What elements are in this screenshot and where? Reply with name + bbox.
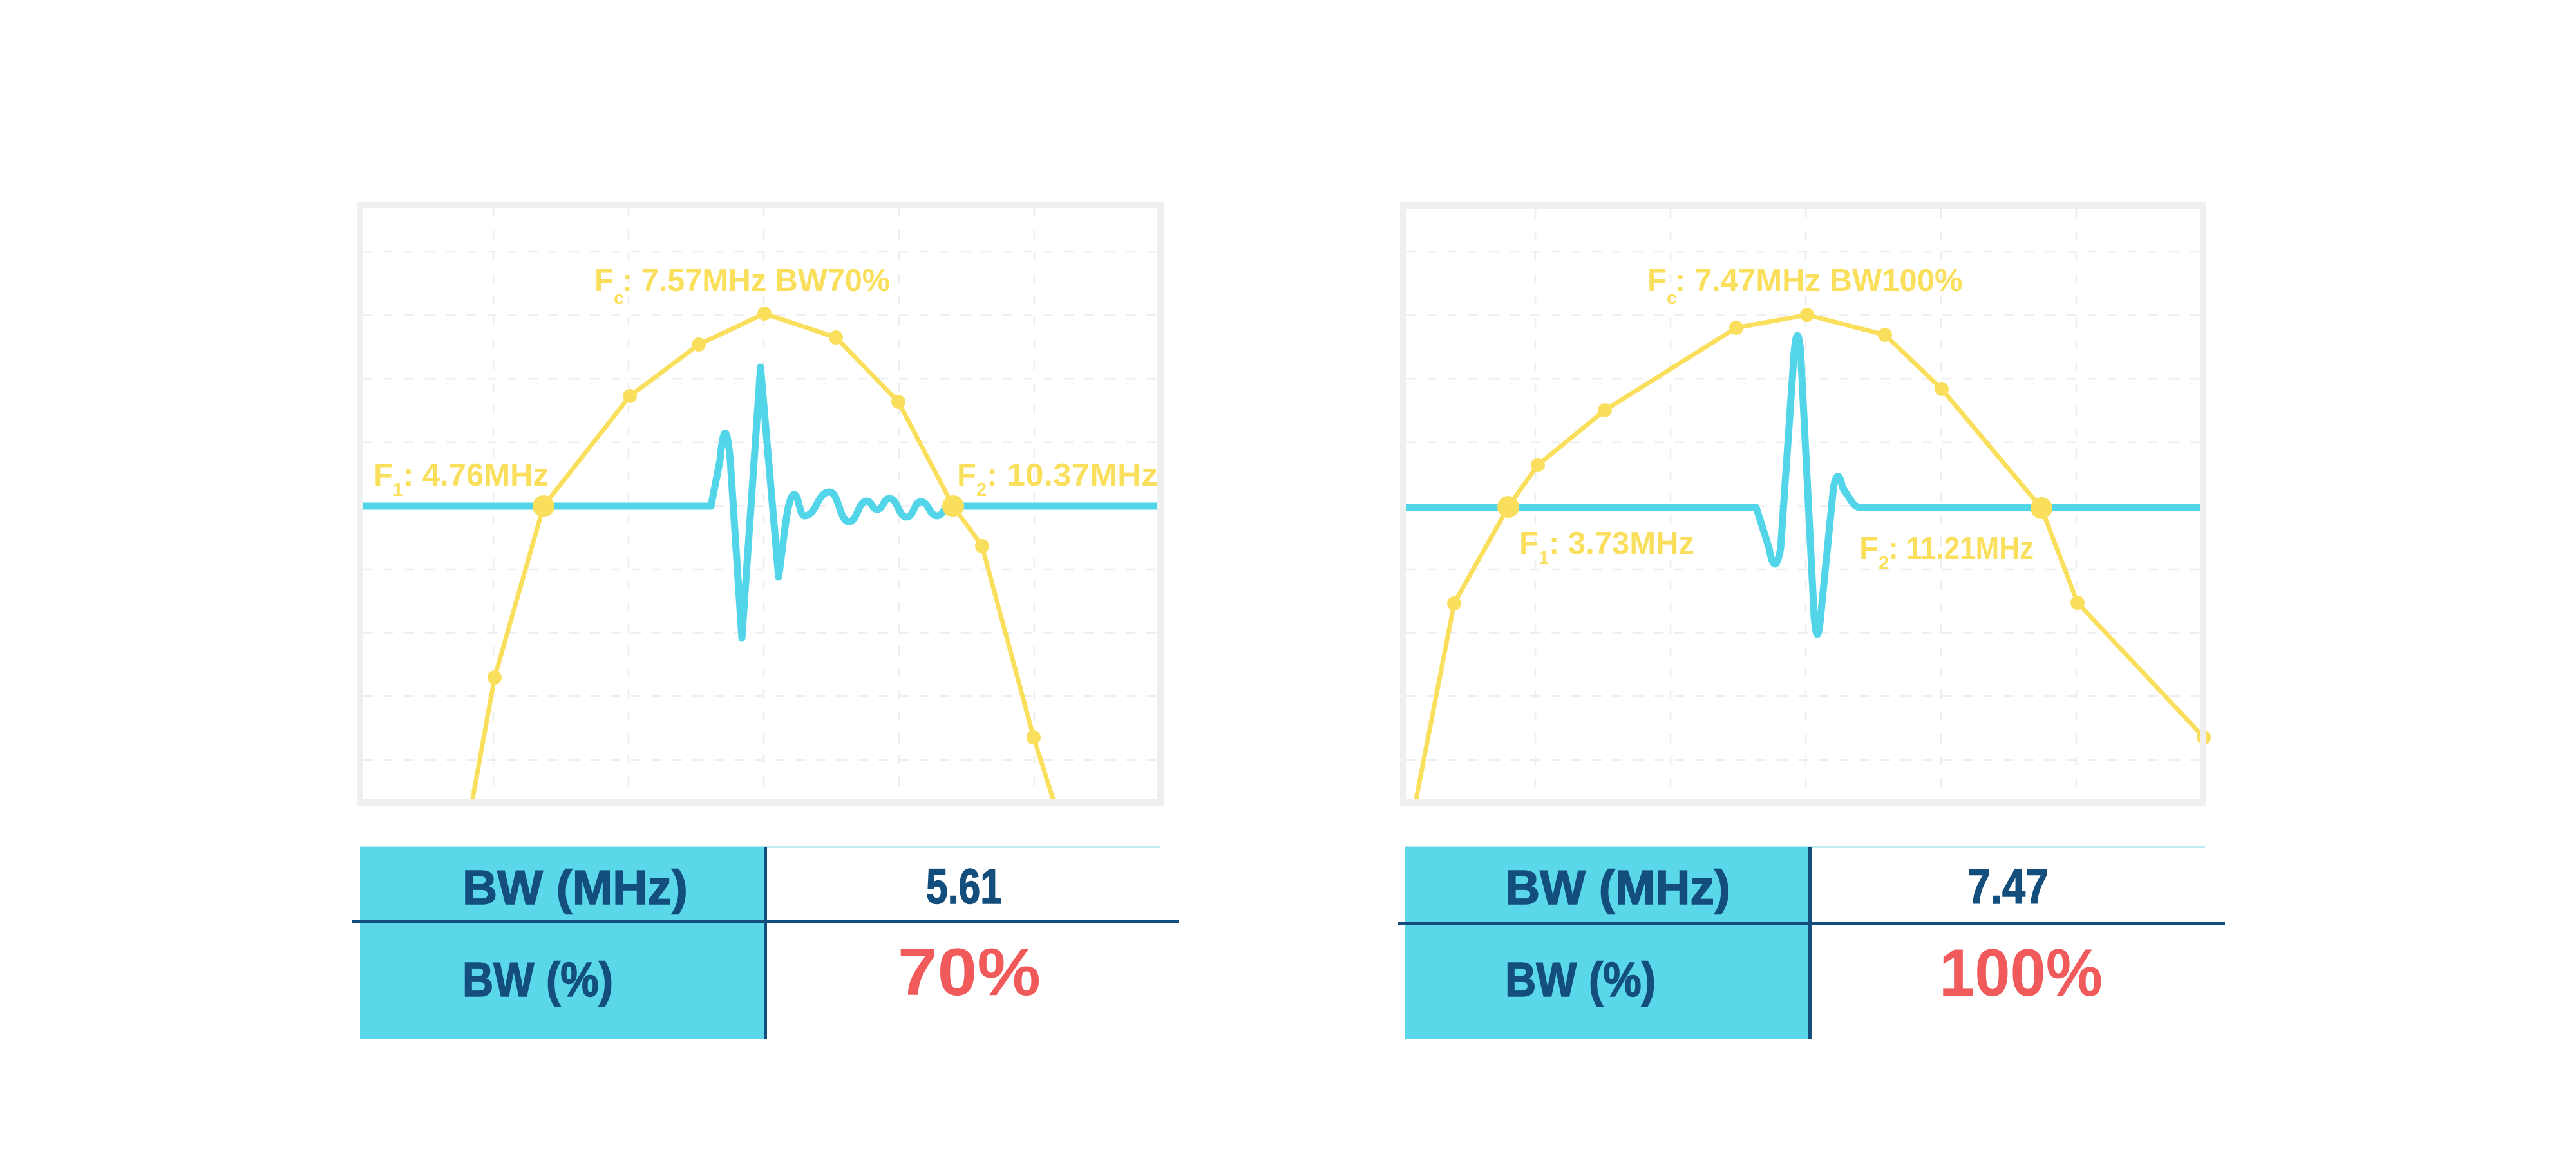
svg-text:BW (MHz): BW (MHz) <box>1505 860 1730 914</box>
svg-text:100%: 100% <box>1939 936 2103 1010</box>
svg-text:: 7.57MHz BW70%: : 7.57MHz BW70% <box>622 263 890 298</box>
svg-text:F: F <box>374 458 393 493</box>
svg-text:c: c <box>1667 288 1677 308</box>
svg-text:F: F <box>957 458 976 493</box>
svg-text:F: F <box>594 263 614 298</box>
svg-text:: 10.37MHz: : 10.37MHz <box>987 458 1158 493</box>
svg-text:F: F <box>1519 526 1539 561</box>
svg-text:: 7.47MHz BW100%: : 7.47MHz BW100% <box>1675 263 1963 298</box>
svg-text:: 4.76MHz: : 4.76MHz <box>403 458 549 493</box>
svg-text:1: 1 <box>1539 548 1549 569</box>
svg-text:c: c <box>614 288 624 308</box>
svg-text:F: F <box>1647 263 1667 298</box>
svg-text:: 3.73MHz: : 3.73MHz <box>1549 526 1694 561</box>
svg-text:1: 1 <box>393 480 403 500</box>
svg-text:5.61: 5.61 <box>926 859 1002 914</box>
svg-text:BW (%): BW (%) <box>462 952 613 1007</box>
svg-text:2: 2 <box>976 480 987 500</box>
svg-text:BW (%): BW (%) <box>1505 952 1656 1007</box>
svg-text:70%: 70% <box>898 935 1041 1010</box>
svg-text:7.47: 7.47 <box>1967 859 2049 914</box>
svg-text:2: 2 <box>1879 553 1889 574</box>
svg-text:BW (MHz): BW (MHz) <box>462 860 688 914</box>
svg-text:: 11.21MHz: : 11.21MHz <box>1889 531 2034 566</box>
svg-text:F: F <box>1859 531 1879 566</box>
